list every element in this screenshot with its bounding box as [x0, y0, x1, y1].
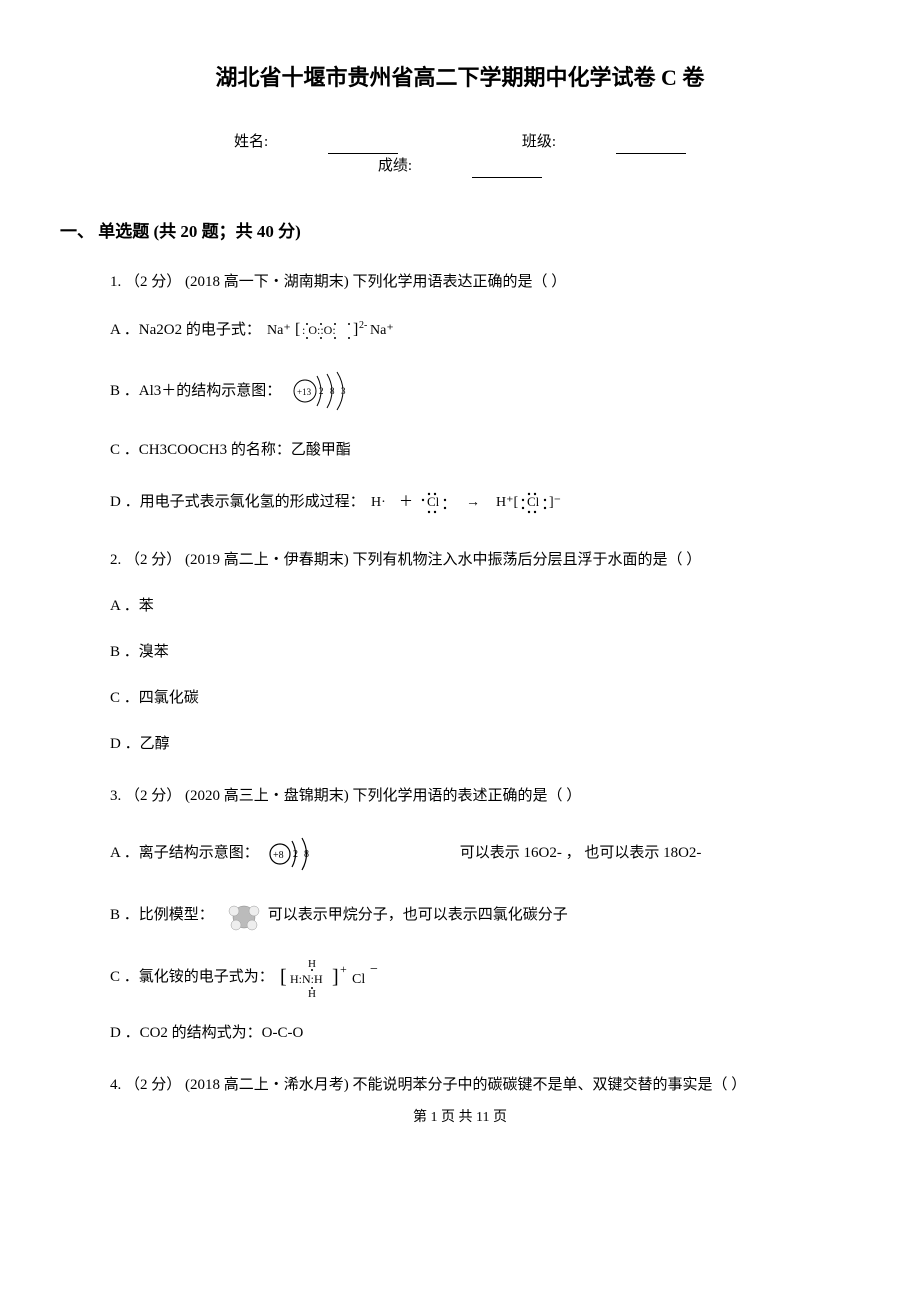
question-4: 4. （2 分） (2018 高二上・浠水月考) 不能说明苯分子中的碳碳键不是单…	[60, 1073, 860, 1097]
q3-d-text: D ．CO2 的结构式为：O-C-O	[110, 1021, 303, 1045]
svg-text:8: 8	[330, 386, 335, 396]
question-3: 3. （2 分） (2020 高三上・盘锦期末) 下列化学用语的表述正确的是（ …	[60, 784, 860, 1045]
svg-text:Cl: Cl	[527, 494, 540, 509]
q1-c-text: C ．CH3COOCH3 的名称：乙酸甲酯	[110, 438, 351, 462]
svg-text:[: [	[295, 321, 300, 338]
question-1-option-c: C ．CH3COOCH3 的名称：乙酸甲酯	[110, 438, 860, 462]
q3-a-suffix: 可以表示 16O2- ， 也可以表示 18O2-	[460, 841, 702, 865]
question-3-option-d: D ．CO2 的结构式为：O-C-O	[110, 1021, 860, 1045]
q3-c-prefix: C ．氯化铵的电子式为：	[110, 965, 274, 989]
question-4-text: 4. （2 分） (2018 高二上・浠水月考) 不能说明苯分子中的碳碳键不是单…	[110, 1073, 860, 1097]
question-2-text: 2. （2 分） (2019 高二上・伊春期末) 下列有机物注入水中振荡后分层且…	[110, 548, 860, 572]
svg-text:+: +	[340, 962, 347, 976]
question-3-option-a: A ．离子结构示意图： +8 2 8 可以表示 16O2- ， 也可以表示 18…	[110, 830, 860, 875]
name-label: 姓名:	[234, 130, 268, 154]
q3-a-prefix: A ．离子结构示意图：	[110, 841, 259, 865]
svg-text:]: ]	[353, 321, 358, 338]
svg-text:+8: +8	[273, 850, 284, 861]
svg-text:]⁻: ]⁻	[549, 495, 561, 510]
score-blank	[472, 177, 542, 178]
question-1-text: 1. （2 分） (2018 高一下・湖南期末) 下列化学用语表达正确的是（ ）	[110, 270, 860, 294]
exam-title: 湖北省十堰市贵州省高二下学期期中化学试卷 C 卷	[60, 60, 860, 95]
svg-text:→: →	[466, 495, 480, 510]
atom-structure-al-icon: +13 2 8 3	[287, 366, 357, 416]
question-2-option-a: A ．苯	[110, 594, 860, 618]
question-2-option-c: C ．四氯化碳	[110, 686, 860, 710]
svg-text:−: −	[370, 962, 378, 977]
question-2-option-d: D ．乙醇	[110, 732, 860, 756]
question-3-option-b: B ．比例模型： 可以表示甲烷分子，也可以表示四氯化碳分子	[110, 897, 860, 933]
q1-b-prefix: B ．Al3＋的结构示意图：	[110, 379, 281, 403]
svg-text:2-: 2-	[359, 320, 367, 331]
svg-text:H: H	[308, 958, 316, 970]
svg-text:: O::O:: : O::O:	[302, 323, 336, 337]
q1-a-formula-icon: Na⁺ [ : O::O: ] 2- Na⁺	[267, 316, 407, 344]
svg-text:H: H	[308, 988, 316, 999]
nh4cl-electron-formula-icon: [ H H:N:H H ] + Cl −	[280, 955, 410, 999]
score-label: 成绩:	[378, 154, 412, 178]
svg-text:3: 3	[341, 386, 346, 396]
svg-text:Na⁺: Na⁺	[370, 323, 394, 338]
svg-text:Na⁺: Na⁺	[267, 323, 291, 338]
question-1: 1. （2 分） (2018 高一下・湖南期末) 下列化学用语表达正确的是（ ）…	[60, 270, 860, 520]
svg-text:H:N:H: H:N:H	[290, 972, 323, 986]
student-info-row: 姓名: 班级: 成绩:	[60, 130, 860, 178]
ion-structure-o-icon: +8 2 8	[265, 830, 320, 875]
question-1-option-d: D ．用电子式表示氯化氢的形成过程： H· ＋ Cl → H⁺[ Cl	[110, 484, 860, 520]
svg-text:＋: ＋	[399, 495, 413, 510]
svg-text:Cl: Cl	[352, 972, 365, 987]
class-blank	[616, 153, 686, 154]
page-footer: 第 1 页 共 11 页	[60, 1107, 860, 1129]
svg-text:8: 8	[304, 849, 309, 860]
question-2-option-b: B ．溴苯	[110, 640, 860, 664]
q1-d-formula-icon: H· ＋ Cl → H⁺[ Cl	[371, 484, 611, 520]
svg-text:H⁺[: H⁺[	[496, 495, 519, 510]
class-label: 班级:	[522, 130, 556, 154]
question-3-text: 3. （2 分） (2020 高三上・盘锦期末) 下列化学用语的表述正确的是（ …	[110, 784, 860, 808]
q1-a-prefix: A ．Na2O2 的电子式：	[110, 318, 261, 342]
svg-text:Cl: Cl	[427, 494, 440, 509]
section-header: 一、 单选题 (共 20 题；共 40 分)	[60, 218, 860, 245]
question-1-option-a: A ．Na2O2 的电子式： Na⁺ [ : O::O: ] 2- Na⁺	[110, 316, 860, 344]
svg-text:2: 2	[319, 386, 324, 396]
question-3-option-c: C ．氯化铵的电子式为： [ H H:N:H H ] + Cl −	[110, 955, 860, 999]
question-2: 2. （2 分） (2019 高二上・伊春期末) 下列有机物注入水中振荡后分层且…	[60, 548, 860, 756]
q1-d-prefix: D ．用电子式表示氯化氢的形成过程：	[110, 490, 365, 514]
molecule-model-icon	[220, 897, 268, 933]
q3-b-suffix: 可以表示甲烷分子，也可以表示四氯化碳分子	[268, 903, 568, 927]
svg-text:[: [	[280, 966, 287, 988]
svg-text:2: 2	[293, 849, 298, 860]
svg-text:]: ]	[332, 966, 339, 988]
svg-text:+13: +13	[297, 387, 312, 397]
question-1-option-b: B ．Al3＋的结构示意图： +13 2 8 3	[110, 366, 860, 416]
q3-b-prefix: B ．比例模型：	[110, 903, 214, 927]
svg-text:H·: H·	[371, 495, 386, 510]
